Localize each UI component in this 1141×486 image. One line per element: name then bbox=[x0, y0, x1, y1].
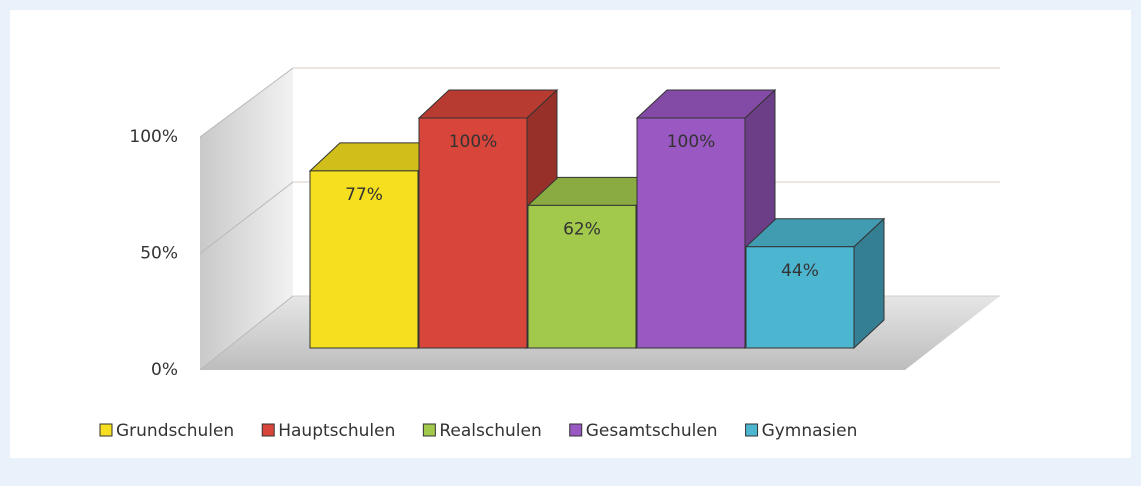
bar-front bbox=[745, 246, 855, 349]
data-label: 62% bbox=[563, 219, 601, 239]
data-label: 100% bbox=[667, 132, 716, 152]
legend-label: Hauptschulen bbox=[278, 421, 395, 441]
legend-label: Realschulen bbox=[439, 421, 541, 441]
legend-swatch bbox=[569, 423, 583, 437]
y-tick-label: 100% bbox=[129, 127, 178, 147]
legend-swatch bbox=[261, 423, 275, 437]
legend-swatch bbox=[422, 423, 436, 437]
grid-line bbox=[199, 67, 294, 138]
bar-front bbox=[418, 117, 528, 349]
side-wall bbox=[200, 68, 293, 370]
data-label: 77% bbox=[345, 185, 383, 205]
legend-label: Grundschulen bbox=[116, 421, 234, 441]
bar-front bbox=[309, 170, 419, 349]
bar bbox=[744, 217, 886, 350]
bar-front bbox=[527, 204, 637, 349]
legend-label: Gesamtschulen bbox=[586, 421, 718, 441]
bar-front bbox=[636, 117, 746, 349]
legend-swatch bbox=[745, 423, 759, 437]
data-label: 44% bbox=[781, 261, 819, 281]
data-label: 100% bbox=[449, 132, 498, 152]
legend-label: Gymnasien bbox=[762, 421, 858, 441]
legend-swatch bbox=[99, 423, 113, 437]
y-tick-label: 50% bbox=[140, 244, 178, 264]
grid-line bbox=[199, 181, 294, 254]
y-tick-label: 0% bbox=[151, 360, 178, 380]
grid-line bbox=[199, 295, 294, 371]
